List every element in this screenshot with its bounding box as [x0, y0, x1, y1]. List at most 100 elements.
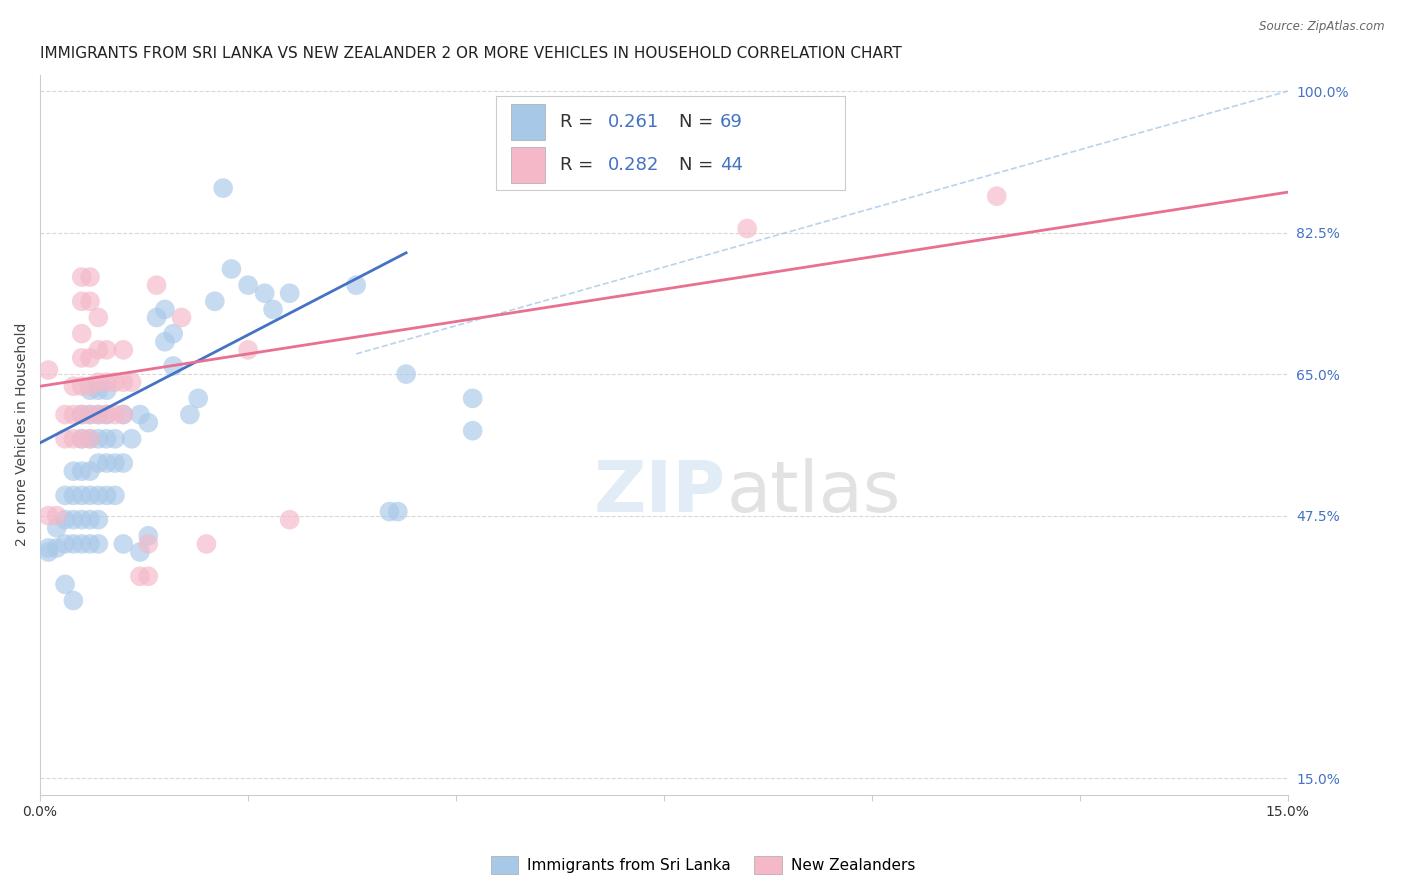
- Point: [79, 351, 101, 365]
- Point: [96, 375, 118, 389]
- Point: [236, 343, 259, 357]
- Point: [53, 537, 76, 551]
- Point: [96, 408, 118, 422]
- Point: [87, 537, 110, 551]
- Point: [162, 326, 184, 341]
- Point: [145, 310, 167, 325]
- Point: [62, 537, 84, 551]
- Point: [53, 408, 76, 422]
- Text: R =: R =: [561, 156, 599, 174]
- Point: [986, 189, 1008, 203]
- Text: N =: N =: [679, 156, 718, 174]
- Point: [62, 408, 84, 422]
- Point: [87, 310, 110, 325]
- Point: [70, 488, 93, 502]
- Point: [179, 408, 201, 422]
- Point: [129, 545, 152, 559]
- Text: 69: 69: [720, 112, 742, 130]
- Text: N =: N =: [679, 112, 718, 130]
- Point: [79, 270, 101, 285]
- Point: [112, 375, 135, 389]
- Point: [121, 432, 143, 446]
- Point: [79, 464, 101, 478]
- Point: [153, 302, 176, 317]
- Point: [112, 408, 135, 422]
- Point: [136, 529, 159, 543]
- Point: [87, 513, 110, 527]
- Point: [62, 464, 84, 478]
- Point: [153, 334, 176, 349]
- Point: [70, 537, 93, 551]
- Point: [87, 456, 110, 470]
- Point: [45, 541, 67, 555]
- Point: [53, 488, 76, 502]
- Legend: Immigrants from Sri Lanka, New Zealanders: Immigrants from Sri Lanka, New Zealander…: [485, 850, 921, 880]
- Point: [187, 392, 209, 406]
- Point: [87, 408, 110, 422]
- Point: [204, 294, 226, 309]
- Point: [37, 363, 59, 377]
- Point: [136, 537, 159, 551]
- Point: [104, 432, 127, 446]
- Point: [170, 310, 193, 325]
- Text: IMMIGRANTS FROM SRI LANKA VS NEW ZEALANDER 2 OR MORE VEHICLES IN HOUSEHOLD CORRE: IMMIGRANTS FROM SRI LANKA VS NEW ZEALAND…: [41, 46, 901, 62]
- Point: [278, 286, 301, 301]
- Point: [37, 541, 59, 555]
- Text: R =: R =: [561, 112, 599, 130]
- Point: [53, 577, 76, 591]
- Point: [136, 416, 159, 430]
- Point: [53, 513, 76, 527]
- Y-axis label: 2 or more Vehicles in Household: 2 or more Vehicles in Household: [15, 323, 30, 547]
- Point: [212, 181, 235, 195]
- Point: [79, 513, 101, 527]
- Point: [104, 375, 127, 389]
- Point: [87, 343, 110, 357]
- Point: [70, 326, 93, 341]
- Text: Source: ZipAtlas.com: Source: ZipAtlas.com: [1260, 20, 1385, 33]
- Point: [70, 432, 93, 446]
- Point: [112, 537, 135, 551]
- Point: [87, 488, 110, 502]
- Point: [112, 456, 135, 470]
- Point: [96, 343, 118, 357]
- Point: [236, 278, 259, 293]
- Bar: [495, 96, 845, 190]
- Point: [70, 464, 93, 478]
- Point: [461, 424, 484, 438]
- Text: 0.282: 0.282: [607, 156, 659, 174]
- Point: [62, 513, 84, 527]
- Point: [62, 593, 84, 607]
- Point: [70, 351, 93, 365]
- Point: [96, 384, 118, 398]
- Point: [87, 432, 110, 446]
- Point: [129, 569, 152, 583]
- Point: [62, 432, 84, 446]
- Point: [129, 408, 152, 422]
- Point: [162, 359, 184, 373]
- Point: [262, 302, 284, 317]
- Point: [37, 545, 59, 559]
- Point: [70, 408, 93, 422]
- Point: [378, 505, 401, 519]
- Point: [96, 456, 118, 470]
- Point: [37, 508, 59, 523]
- Point: [79, 488, 101, 502]
- Point: [70, 513, 93, 527]
- Text: 44: 44: [720, 156, 744, 174]
- Point: [195, 537, 218, 551]
- Point: [79, 408, 101, 422]
- Point: [45, 508, 67, 523]
- Point: [87, 384, 110, 398]
- Point: [45, 521, 67, 535]
- Point: [70, 294, 93, 309]
- Point: [79, 384, 101, 398]
- Text: atlas: atlas: [727, 458, 901, 527]
- Point: [104, 408, 127, 422]
- Point: [96, 408, 118, 422]
- Point: [96, 432, 118, 446]
- Point: [395, 367, 418, 381]
- Point: [145, 278, 167, 293]
- Point: [70, 432, 93, 446]
- Text: 0.261: 0.261: [607, 112, 659, 130]
- Point: [79, 432, 101, 446]
